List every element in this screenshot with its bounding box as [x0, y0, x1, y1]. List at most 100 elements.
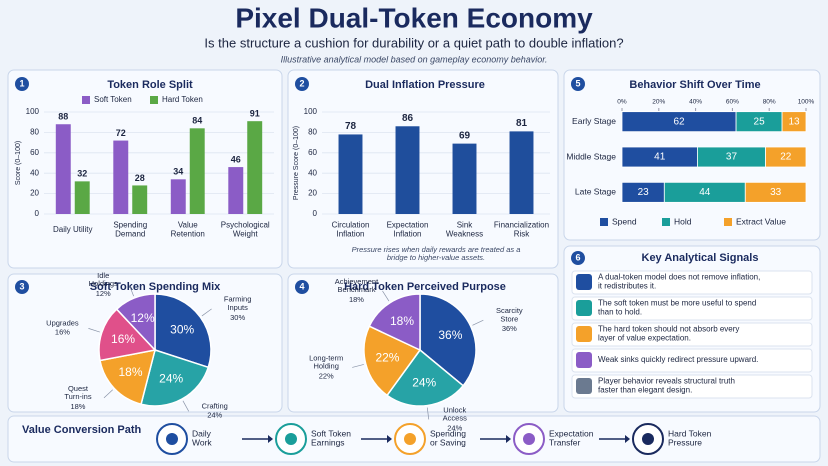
panel-number: 4: [299, 281, 304, 291]
panel-badge: [571, 251, 585, 265]
panel-badge: [295, 280, 309, 294]
leader-line: [128, 284, 134, 297]
slice-label: 22%: [375, 351, 399, 365]
bar-segment: [781, 111, 807, 133]
signal-icon: [576, 300, 592, 316]
pie-slice: [98, 308, 157, 362]
bar: [170, 179, 186, 214]
bar-segment: [744, 181, 807, 203]
value-label: 69: [459, 130, 471, 141]
category-label: Idle Holdings: [89, 271, 118, 288]
panel-title: Behavior Shift Over Time: [629, 79, 760, 91]
value-label: 28: [135, 173, 145, 183]
page-title: Pixel Dual-Token Economy: [235, 2, 593, 33]
slice-label: 16%: [111, 332, 135, 346]
step-label: Expectation Transfer: [549, 429, 594, 448]
panel-badge: [15, 280, 29, 294]
value-label: 34: [173, 167, 183, 177]
slice-label: 18%: [390, 314, 414, 328]
bar: [132, 185, 148, 214]
panel-title: Token Role Split: [107, 79, 193, 91]
signal-text: Player behavior reveals structural truth…: [598, 377, 735, 395]
panel-title: Hard Token Perceived Purpose: [344, 281, 506, 293]
panel-title: Dual Inflation Pressure: [365, 79, 485, 91]
value-label: 46: [231, 154, 241, 164]
panel-number: 1: [19, 78, 24, 88]
legend-label: Extract Value: [736, 216, 786, 226]
category-value: 16%: [55, 327, 70, 336]
category-label: Achievement Benchmark: [335, 277, 379, 294]
legend-swatch: [600, 218, 608, 226]
signal-icon: [576, 378, 592, 394]
value-label: 13: [788, 116, 800, 127]
x-tick-label: 0%: [617, 99, 627, 106]
value-label: 88: [58, 112, 68, 122]
step-arrowhead: [268, 435, 273, 443]
bar: [113, 140, 129, 214]
y-axis-label: Pressure Score (0–100): [293, 126, 300, 200]
legend-swatch: [82, 96, 90, 104]
leader-line: [182, 400, 190, 412]
step-label: Soft Token Earnings: [311, 429, 351, 448]
y-tick-label: 0: [313, 209, 318, 218]
panel-number: 3: [19, 281, 24, 291]
step-arrowhead: [625, 435, 630, 443]
panel: [287, 69, 559, 269]
slice-label: 18%: [118, 365, 142, 379]
value-label: 62: [673, 116, 685, 127]
legend-swatch: [662, 218, 670, 226]
x-tick-label: 80%: [763, 99, 776, 106]
legend-label: Hard Token: [162, 95, 203, 104]
pie-slice: [368, 293, 421, 352]
leader-line: [103, 389, 113, 399]
signal-text: A dual-token model does not remove infla…: [598, 273, 760, 291]
x-tick-label: Financialization Risk: [494, 221, 549, 239]
category-label: Quest Turn-ins: [64, 384, 91, 401]
slice-label: 30%: [170, 322, 194, 336]
value-label: 25: [754, 116, 766, 127]
panel-badge: [15, 77, 29, 91]
y-tick-label: Middle Stage: [566, 151, 616, 161]
legend-label: Soft Token: [94, 95, 132, 104]
y-tick-label: Early Stage: [572, 116, 616, 126]
category-label: Scarcity Store: [496, 306, 523, 323]
category-value: 24%: [207, 410, 222, 419]
leader-line: [352, 364, 364, 368]
category-label: Upgrades: [46, 318, 79, 327]
legend-swatch: [150, 96, 158, 104]
value-label: 72: [116, 128, 126, 138]
leader-line: [382, 290, 390, 302]
value-label: 33: [770, 187, 782, 198]
value-label: 32: [77, 169, 87, 179]
slice-label: 36%: [438, 328, 462, 342]
pie-slice: [115, 293, 156, 352]
panel-number: 5: [575, 78, 580, 88]
category-label: Unlock Access: [443, 405, 467, 422]
x-tick-label: 100%: [798, 99, 815, 106]
value-label: 78: [345, 121, 357, 132]
panel-number: 2: [299, 78, 304, 88]
category-value: 36%: [502, 324, 517, 333]
x-tick-label: Value Retention: [171, 221, 205, 239]
panel-number: 6: [575, 252, 580, 262]
bar: [509, 131, 534, 214]
value-label: 86: [402, 113, 414, 124]
pie-slice: [140, 349, 210, 407]
pie-slice: [154, 293, 212, 369]
step-arrowhead: [387, 435, 392, 443]
value-label: 44: [699, 187, 711, 198]
y-tick-label: 60: [30, 148, 39, 157]
pie-slice: [99, 349, 157, 406]
value-label: 37: [726, 152, 738, 163]
x-tick-label: 60%: [726, 99, 739, 106]
x-tick-label: Sink Weakness: [446, 221, 483, 239]
x-tick-label: Expectation Inflation: [387, 221, 429, 239]
path-title: Value Conversion Path: [22, 424, 141, 436]
y-tick-label: 80: [30, 128, 39, 137]
step-icon-core: [285, 433, 297, 445]
value-label: 23: [638, 187, 650, 198]
step-label: Spending or Saving: [430, 429, 466, 448]
y-tick-label: 100: [26, 107, 40, 116]
x-tick-label: Psychological Weight: [221, 221, 270, 239]
signal-icon: [576, 326, 592, 342]
